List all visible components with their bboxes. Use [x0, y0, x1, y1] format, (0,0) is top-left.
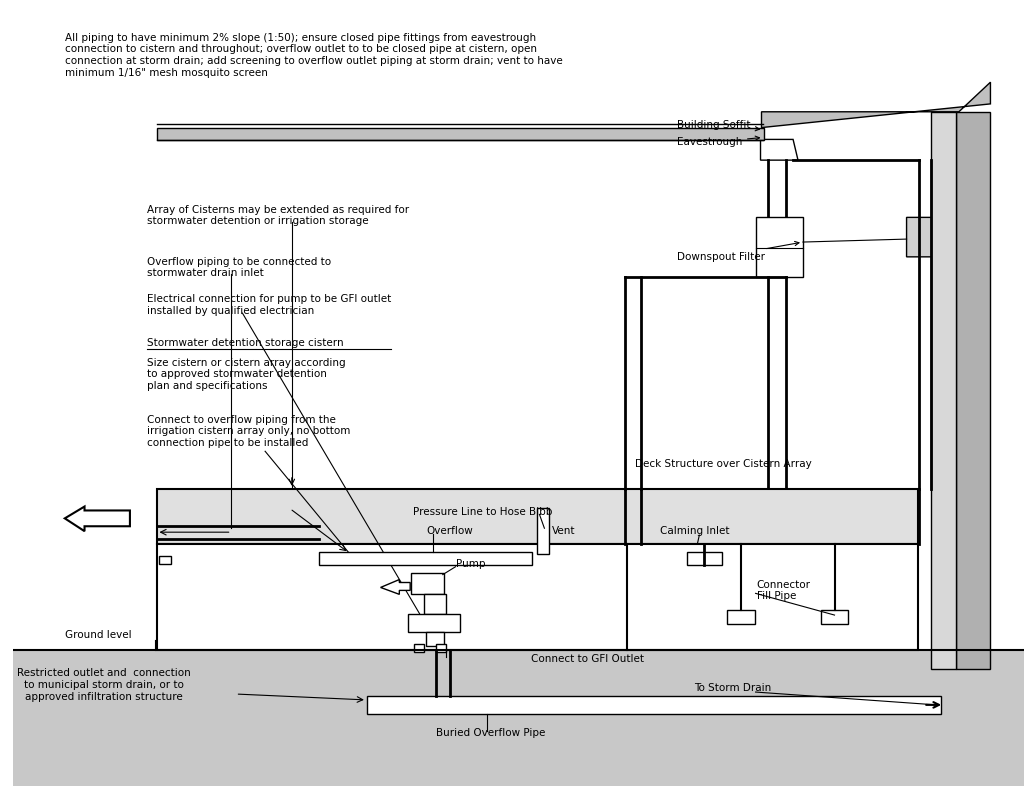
Bar — [157, 544, 919, 649]
Bar — [13, 649, 1024, 785]
Bar — [159, 556, 171, 564]
Text: To Storm Drain: To Storm Drain — [694, 683, 772, 693]
Bar — [426, 632, 443, 645]
Text: Pressure Line to Hose Bibb: Pressure Line to Hose Bibb — [413, 508, 553, 517]
Text: Deck Structure over Cistern Array: Deck Structure over Cistern Array — [635, 459, 812, 469]
Text: Eavestrough: Eavestrough — [677, 136, 760, 147]
Polygon shape — [906, 218, 945, 257]
Bar — [687, 552, 722, 565]
Text: Downspout Filter: Downspout Filter — [677, 241, 799, 262]
Text: Pump: Pump — [456, 558, 485, 569]
Polygon shape — [761, 139, 798, 160]
Bar — [319, 552, 531, 565]
Text: Ground level: Ground level — [65, 630, 131, 640]
Text: Overflow piping to be connected to
stormwater drain inlet: Overflow piping to be connected to storm… — [146, 257, 331, 278]
Bar — [424, 594, 445, 614]
Bar — [157, 127, 765, 140]
Bar — [537, 509, 549, 554]
Text: Building Soffit: Building Soffit — [677, 119, 760, 131]
Bar — [436, 644, 445, 652]
Text: Electrical connection for pump to be GFI outlet
installed by qualified electrici: Electrical connection for pump to be GFI… — [146, 294, 391, 316]
Text: Stormwater detention storage cistern: Stormwater detention storage cistern — [146, 338, 343, 348]
Polygon shape — [762, 82, 990, 127]
Polygon shape — [381, 580, 411, 594]
Text: Calming Inlet: Calming Inlet — [659, 526, 729, 536]
Bar — [727, 610, 755, 624]
Text: Restricted outlet and  connection
to municipal storm drain, or to
approved infil: Restricted outlet and connection to muni… — [17, 668, 191, 702]
Text: Array of Cisterns may be extended as required for
stormwater detention or irriga: Array of Cisterns may be extended as req… — [146, 205, 409, 226]
Bar — [756, 218, 803, 277]
Polygon shape — [65, 506, 130, 532]
Bar — [157, 489, 919, 544]
Text: Connect to GFI Outlet: Connect to GFI Outlet — [530, 654, 643, 664]
Text: Vent: Vent — [552, 526, 575, 536]
Bar — [409, 614, 460, 632]
Text: All piping to have minimum 2% slope (1:50); ensure closed pipe fittings from eav: All piping to have minimum 2% slope (1:5… — [65, 33, 562, 78]
Bar — [414, 644, 424, 652]
Bar — [956, 112, 990, 669]
Bar — [931, 112, 956, 669]
Text: Connect to overflow piping from the
irrigation cistern array only, no bottom
con: Connect to overflow piping from the irri… — [146, 414, 350, 448]
Bar — [412, 573, 443, 594]
Text: Size cistern or cistern array according
to approved stormwater detention
plan an: Size cistern or cistern array according … — [146, 358, 345, 391]
Bar — [820, 610, 848, 624]
Text: Buried Overflow Pipe: Buried Overflow Pipe — [436, 728, 545, 737]
Text: Connector
Fill Pipe: Connector Fill Pipe — [757, 580, 811, 601]
Bar — [367, 696, 941, 713]
Text: Overflow: Overflow — [426, 526, 473, 536]
